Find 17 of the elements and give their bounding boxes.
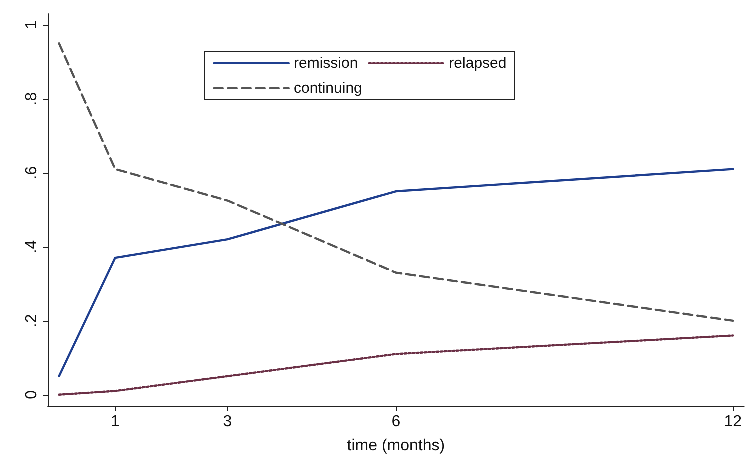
x-tick-label: 12 bbox=[724, 414, 742, 430]
y-tick-label: .6 bbox=[24, 166, 40, 180]
legend-label: continuing bbox=[294, 80, 362, 97]
y-tick-label: 1 bbox=[24, 20, 40, 30]
x-tick-label: 3 bbox=[223, 414, 232, 430]
y-tick-label: .4 bbox=[24, 240, 40, 254]
line-series bbox=[58, 334, 734, 396]
line-series bbox=[58, 168, 734, 378]
x-tick-label: 1 bbox=[110, 414, 120, 430]
legend-label: remission bbox=[294, 55, 358, 72]
y-tick-label: 0 bbox=[24, 390, 40, 400]
line-series bbox=[58, 42, 734, 322]
y-tick-label: .2 bbox=[24, 314, 40, 328]
legend-label: relapsed bbox=[449, 55, 507, 72]
x-tick-label: 6 bbox=[392, 414, 401, 430]
y-tick-label: .8 bbox=[24, 92, 40, 106]
x-axis-title: time (months) bbox=[347, 438, 446, 454]
